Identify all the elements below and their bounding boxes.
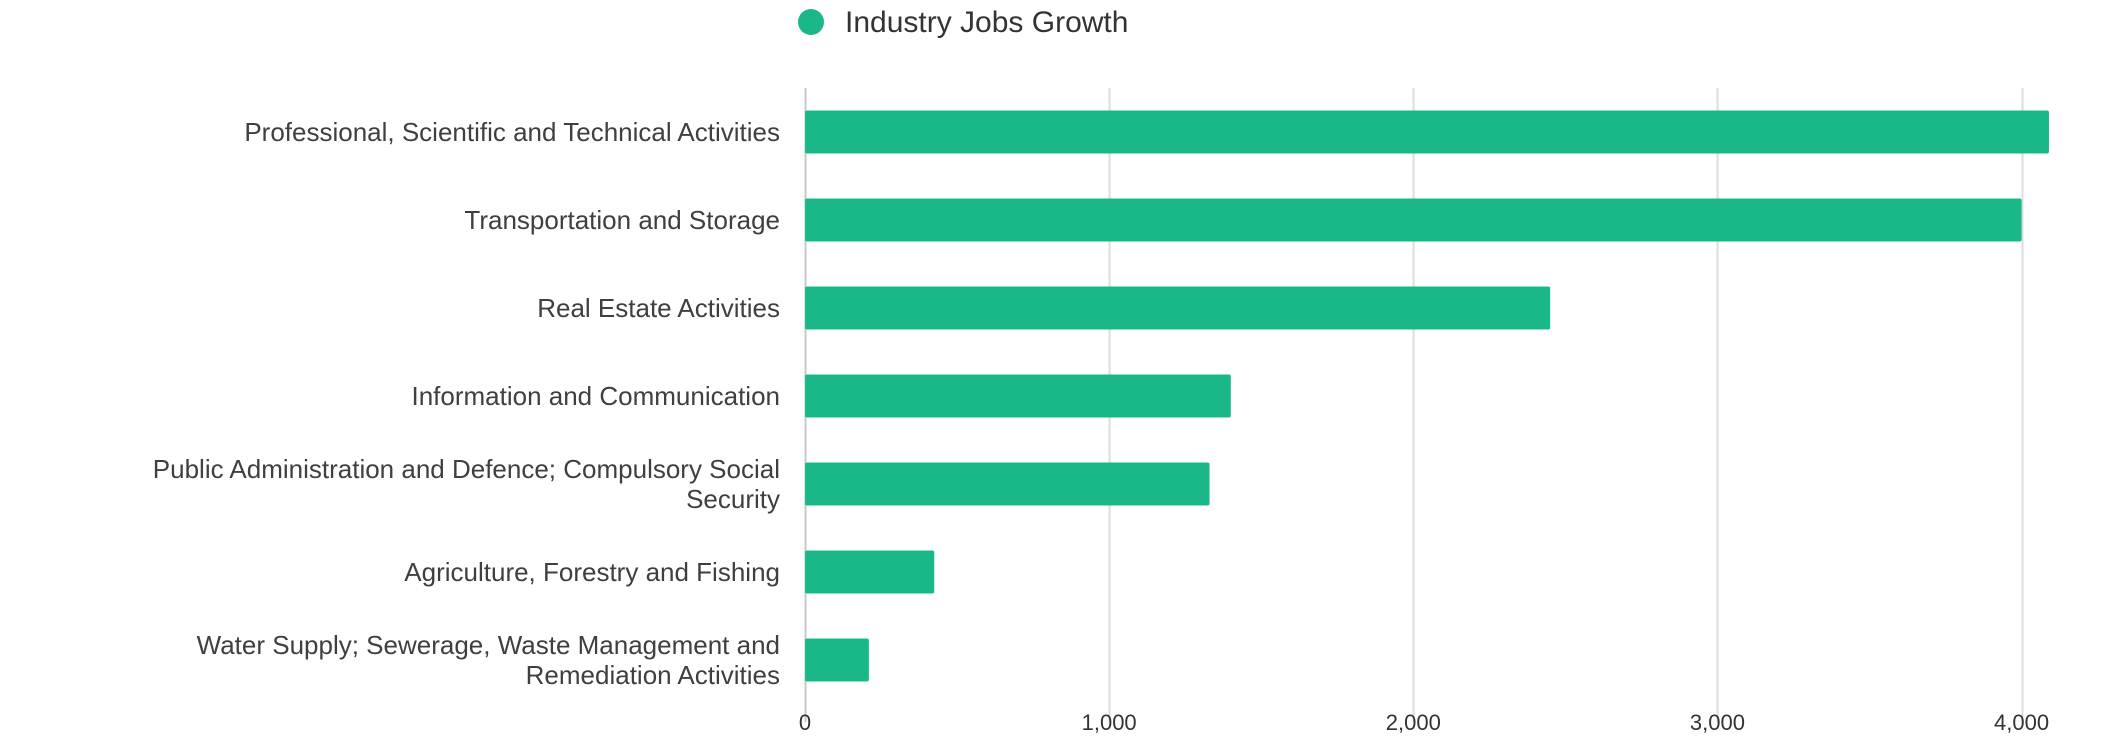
x-axis-tick-labels: 0 1,000 2,000 3,000 4,000 [799,710,2049,735]
x-tick-label-3000: 3,000 [1690,710,1745,735]
bar-agriculture-forestry-and-fishing[interactable] [805,550,935,594]
category-label-water-supply-sewerage-waste-management-and: Water Supply; Sewerage, Waste Management… [197,630,780,690]
bar-public-administration-and-defence-compulsory-social[interactable] [805,462,1210,506]
bar-professional-scientific-and-technical-activities[interactable] [805,110,2049,154]
x-tick-label-4000: 4,000 [1994,710,2049,735]
bar-water-supply-sewerage-waste-management-and[interactable] [805,638,869,682]
category-labels: Professional, Scientific and Technical A… [153,117,780,690]
bar-information-and-communication[interactable] [805,374,1231,418]
bar-transportation-and-storage[interactable] [805,198,2022,242]
category-label-public-administration-and-defence-compulsory-social: Public Administration and Defence; Compu… [153,454,780,514]
bars [805,110,2049,682]
x-tick-label-0: 0 [799,710,811,735]
legend-swatch-industry-jobs-growth [798,9,824,35]
category-label-transportation-and-storage: Transportation and Storage [464,205,780,235]
x-tick-label-2000: 2,000 [1386,710,1441,735]
x-tick-label-1000: 1,000 [1082,710,1137,735]
category-label-agriculture-forestry-and-fishing: Agriculture, Forestry and Fishing [404,557,780,587]
category-label-information-and-communication: Information and Communication [411,381,780,411]
bar-real-estate-activities[interactable] [805,286,1551,330]
gridlines [804,88,2024,722]
chart-legend[interactable]: Industry Jobs Growth [798,6,1128,39]
category-label-professional-scientific-and-technical-activities: Professional, Scientific and Technical A… [244,117,780,147]
legend-label-industry-jobs-growth: Industry Jobs Growth [845,6,1128,39]
category-label-real-estate-activities: Real Estate Activities [537,293,780,323]
